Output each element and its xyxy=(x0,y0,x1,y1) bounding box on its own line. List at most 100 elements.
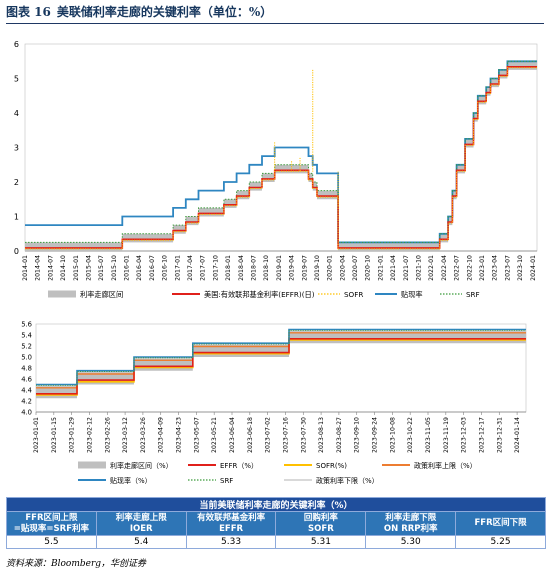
x-tick-label: 2021-07 xyxy=(403,255,410,281)
y-tick-label: 5 xyxy=(14,75,19,84)
corridor-band xyxy=(223,199,237,208)
legend-label: 政策利率上限（%） xyxy=(414,461,477,470)
x-tick-label: 2023-10-22 xyxy=(407,417,414,453)
corridor-band xyxy=(122,233,174,243)
x-tick-label: 2014-07 xyxy=(47,255,54,281)
srf-line xyxy=(25,60,537,243)
effr-line xyxy=(36,338,526,395)
x-tick-label: 2020-10 xyxy=(365,255,372,281)
table-value-4: 5.30 xyxy=(365,535,457,549)
x-tick-label: 2023-10-08 xyxy=(389,417,396,453)
x-tick-label: 2023-12-17 xyxy=(478,417,485,453)
x-tick-label: 2023-08-27 xyxy=(336,417,343,453)
y-tick-label: 6 xyxy=(14,40,19,49)
y-tick-label: 5.6 xyxy=(21,321,32,329)
effr-line xyxy=(25,66,537,249)
table-header-line: 有效联邦基金利率 xyxy=(197,512,266,523)
corridor-band xyxy=(25,242,123,251)
x-tick-label: 2015-04 xyxy=(85,255,92,281)
x-tick-label: 2023-04-23 xyxy=(176,417,183,453)
x-tick-label: 2021-04 xyxy=(390,255,397,281)
table-value-2: 5.33 xyxy=(185,535,277,549)
corridor-band xyxy=(465,138,474,148)
corridor-band xyxy=(316,190,339,200)
corridor-band xyxy=(490,78,499,88)
x-tick-label: 2014-04 xyxy=(35,255,42,281)
x-tick-label: 2024-01-14 xyxy=(514,417,521,453)
x-tick-label: 2016-07 xyxy=(149,255,156,281)
corridor-band xyxy=(236,190,250,200)
x-tick-label: 2016-04 xyxy=(136,255,143,281)
x-tick-label: 2019-10 xyxy=(314,255,321,281)
corridor-band xyxy=(173,225,186,234)
x-tick-label: 2023-09-10 xyxy=(354,417,361,453)
y-tick-label: 1 xyxy=(14,213,19,222)
legend-label: 政策利率下限（%） xyxy=(316,476,379,485)
y-tick-label: 5.4 xyxy=(21,332,32,340)
table-header-line: 利率走廊上限 xyxy=(115,512,167,523)
x-tick-label: 2015-07 xyxy=(98,255,105,281)
legend-label: SOFR(%) xyxy=(316,462,347,470)
table-header-1: 利率走廊上限 IOER xyxy=(95,511,187,536)
corridor-band xyxy=(498,69,508,79)
x-tick-label: 2019-07 xyxy=(301,255,308,281)
x-tick-label: 2017-10 xyxy=(212,255,219,281)
x-tick-label: 2023-02-12 xyxy=(86,417,93,453)
x-tick-label: 2020-01 xyxy=(327,255,334,281)
x-tick-label: 2014-01 xyxy=(22,255,29,281)
x-tick-label: 2023-03-12 xyxy=(122,417,129,453)
x-tick-label: 2023-11-19 xyxy=(443,417,450,453)
x-tick-label: 2023-05-07 xyxy=(193,417,200,453)
table-header-line: EFFR xyxy=(219,523,244,534)
table-header-4: 利率走廊下限 ON RRP利率 xyxy=(365,511,457,536)
table-value-5: 5.25 xyxy=(455,535,546,549)
x-tick-label: 2017-04 xyxy=(187,255,194,281)
table-value-3: 5.31 xyxy=(275,535,367,549)
table-header-line: SOFR xyxy=(308,523,334,534)
table-header-line: IOER xyxy=(129,523,153,534)
corridor-band xyxy=(486,87,491,96)
x-tick-label: 2023-09-24 xyxy=(372,417,379,453)
x-tick-label: 2023-07 xyxy=(504,255,511,281)
x-tick-label: 2016-10 xyxy=(162,255,169,281)
x-tick-label: 2023-07-02 xyxy=(265,417,272,453)
chart-recent: 4.0 4.2 4.4 4.6 4.8 5.0 5.2 5.4 5.6 2023-01-01 202… xyxy=(21,321,527,485)
x-tick-label: 2023-01-01 xyxy=(33,417,40,453)
table-header-line: =贴现率=SRF利率 xyxy=(13,523,90,534)
y-tick-label: 2 xyxy=(14,178,19,187)
x-tick-label: 2023-08-13 xyxy=(318,417,325,453)
y-tick-label: 3 xyxy=(14,144,19,153)
y-tick-label: 4.8 xyxy=(21,365,32,373)
x-tick-label: 2023-06-18 xyxy=(247,417,254,453)
x-tick-label: 2019-04 xyxy=(289,255,296,281)
y-tick-label: 0 xyxy=(14,247,19,256)
y-tick-label: 4.6 xyxy=(21,376,32,384)
legend-label: 利率走廊区间（%） xyxy=(110,461,173,470)
x-tick-label: 2023-04-09 xyxy=(158,417,165,453)
legend-label: 贴现率（%） xyxy=(110,476,152,485)
x-tick-label: 2015-01 xyxy=(73,255,80,281)
x-tick-label: 2024-01 xyxy=(530,255,537,281)
table-value-0: 5.5 xyxy=(6,535,97,549)
figure-number: 图表 16 xyxy=(6,5,51,19)
x-tick-label: 2023-01 xyxy=(479,255,486,281)
table-header-2: 有效联邦基金利率 EFFR xyxy=(185,511,277,536)
x-tick-label: 2023-12-03 xyxy=(461,417,468,453)
legend-label: SRF xyxy=(220,477,233,485)
x-tick-label: 2018-04 xyxy=(238,255,245,281)
x-tick-label: 2023-06-04 xyxy=(229,417,236,453)
corridor-band xyxy=(36,384,77,399)
table-caption: 当前美联储利率走廊的关键利率（%） xyxy=(6,497,546,512)
x-tick-label: 2021-01 xyxy=(377,255,384,281)
legend-label: EFFR（%） xyxy=(220,462,258,470)
y-tick-label: 4.0 xyxy=(21,409,32,417)
chart-history: 0 1 2 3 4 5 6 2014-01 2014-04 2014-07 2014-10 2015-… xyxy=(14,40,538,299)
corridor-band xyxy=(249,182,262,191)
x-tick-label: 2023-12-31 xyxy=(496,417,503,453)
x-tick-label: 2017-07 xyxy=(200,255,207,281)
legend-label: SOFR xyxy=(344,290,363,299)
source-note: 资料来源：Bloomberg，华创证券 xyxy=(6,559,147,569)
x-tick-label: 2023-07-16 xyxy=(282,417,289,453)
x-tick-label: 2020-07 xyxy=(352,255,359,281)
sofr-line xyxy=(25,67,537,250)
